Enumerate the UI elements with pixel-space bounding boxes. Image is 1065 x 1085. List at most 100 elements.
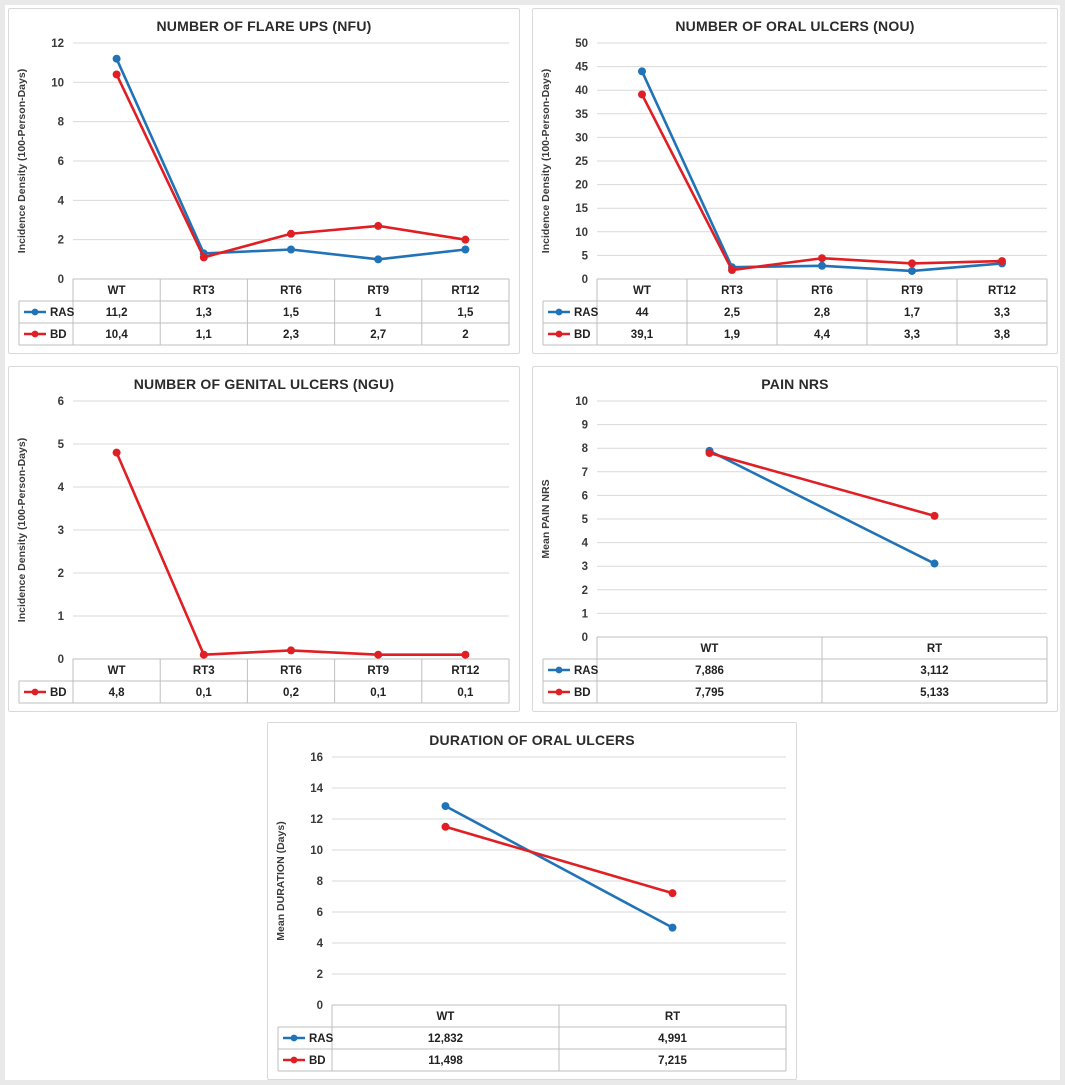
legend-key-marker: [555, 666, 563, 674]
data-point: [112, 70, 121, 79]
value-cell: 7,886: [695, 665, 724, 677]
y-tick-label: 3: [582, 561, 588, 573]
y-axis-title: Incidence Density (100-Person-Days): [16, 69, 28, 253]
y-tick-label: 0: [317, 1000, 323, 1012]
series-name: RAS: [574, 665, 599, 677]
chart-panel-nfu: NUMBER OF FLARE UPS (NFU) 0 2 4 6 8 10 12 Incid…: [8, 8, 520, 354]
y-tick-label: 0: [582, 274, 588, 286]
value-cell: 3,8: [994, 329, 1011, 341]
legend-key-marker: [31, 330, 39, 338]
chart-panel-ngu: NUMBER OF GENITAL ULCERS (NGU) 0 1 2 3 4 5 6 In…: [8, 366, 520, 712]
y-axis-title: Incidence Density (100-Person-Days): [16, 438, 28, 622]
data-point: [287, 245, 295, 254]
category-label: RT3: [193, 665, 215, 677]
legend-key-marker: [555, 308, 563, 316]
value-cell: 4,8: [109, 687, 126, 699]
data-point: [461, 650, 470, 659]
y-tick-label: 10: [575, 396, 588, 408]
series-name: BD: [309, 1055, 326, 1067]
y-tick-label: 40: [575, 85, 588, 97]
category-label: RT: [927, 643, 942, 655]
category-label: WT: [701, 643, 719, 655]
category-label: WT: [633, 285, 651, 297]
y-tick-label: 2: [582, 585, 588, 597]
y-tick-label: 50: [575, 38, 588, 50]
chart-title: DURATION OF ORAL ULCERS: [429, 732, 635, 748]
chart-title: NUMBER OF FLARE UPS (NFU): [156, 18, 372, 34]
value-cell: 1,9: [724, 329, 740, 341]
chart-canvas-dur: 0 2 4 6 8 10 12 14 16 Mean DURATION (Days) WT RT RAS…: [275, 752, 787, 1072]
value-cell: 1,7: [904, 307, 920, 319]
chart-canvas-pain: 0 1 2 3 4 5 6 7 8 9 10 Mean PAIN NRS WT RT RAS 7,886 3,1…: [540, 396, 1048, 704]
y-axis-title: Incidence Density (100-Person-Days): [540, 69, 552, 253]
y-tick-label: 16: [310, 752, 323, 764]
legend-key-marker: [290, 1056, 298, 1064]
chart-title: NUMBER OF GENITAL ULCERS (NGU): [133, 376, 395, 392]
y-tick-label: 2: [58, 568, 64, 580]
category-label: RT9: [367, 665, 389, 677]
data-point: [638, 67, 646, 76]
series-name: BD: [574, 329, 591, 341]
legend-key-marker: [31, 688, 39, 696]
series-name: RAS: [50, 307, 75, 319]
y-tick-label: 8: [317, 876, 324, 888]
legend-key-marker: [31, 308, 39, 316]
y-tick-label: 8: [582, 443, 589, 455]
y-tick-label: 12: [51, 38, 64, 50]
data-point: [374, 650, 383, 659]
series-line-bd: [640, 93, 1003, 272]
y-tick-label: 15: [575, 203, 588, 215]
data-point: [668, 889, 677, 898]
y-tick-label: 5: [582, 514, 589, 526]
category-label: RT12: [451, 665, 479, 677]
category-label: RT12: [451, 285, 479, 297]
value-cell: 1,3: [196, 307, 212, 319]
value-cell: 7,215: [658, 1055, 687, 1067]
series-line-ras: [115, 58, 466, 261]
category-label: WT: [108, 285, 126, 297]
y-tick-label: 35: [575, 109, 588, 121]
y-tick-label: 6: [58, 396, 64, 408]
series-line-ras: [444, 804, 674, 929]
y-tick-label: 45: [575, 62, 588, 74]
chart-panel-dur: DURATION OF ORAL ULCERS 0 2 4 6 8 10 12 14 16 Mea…: [267, 722, 797, 1080]
series-name: BD: [50, 687, 67, 699]
y-tick-label: 5: [58, 439, 65, 451]
data-point: [461, 235, 470, 244]
category-label: RT6: [811, 285, 833, 297]
category-label: RT6: [280, 665, 302, 677]
value-cell: 3,3: [994, 307, 1010, 319]
y-tick-label: 5: [582, 250, 589, 262]
data-point: [930, 559, 939, 568]
series-name: BD: [50, 329, 67, 341]
legend-key-marker: [555, 330, 563, 338]
value-cell: 2,7: [370, 329, 386, 341]
data-point: [199, 253, 208, 262]
y-tick-label: 9: [582, 420, 588, 432]
series-name: RAS: [574, 307, 599, 319]
chart-title: PAIN NRS: [761, 376, 829, 392]
y-tick-label: 30: [575, 132, 588, 144]
data-point: [199, 650, 208, 659]
category-label: RT3: [721, 285, 743, 297]
data-point: [112, 448, 121, 457]
y-tick-label: 2: [317, 969, 323, 981]
y-tick-label: 2: [58, 235, 64, 247]
data-point: [461, 245, 470, 254]
y-axis-title: Mean PAIN NRS: [540, 479, 552, 558]
data-point: [374, 255, 383, 264]
data-point: [908, 259, 916, 268]
data-point: [668, 923, 677, 932]
data-point: [728, 266, 736, 275]
value-cell: 1,5: [457, 307, 474, 319]
y-tick-label: 8: [58, 117, 65, 129]
y-tick-label: 7: [582, 467, 588, 479]
y-tick-label: 0: [58, 274, 64, 286]
value-cell: 11,498: [428, 1055, 463, 1067]
data-point: [287, 229, 295, 238]
category-label: WT: [108, 665, 126, 677]
y-tick-label: 14: [310, 783, 323, 795]
series-name: RAS: [309, 1033, 334, 1045]
value-cell: 0,2: [283, 687, 299, 699]
